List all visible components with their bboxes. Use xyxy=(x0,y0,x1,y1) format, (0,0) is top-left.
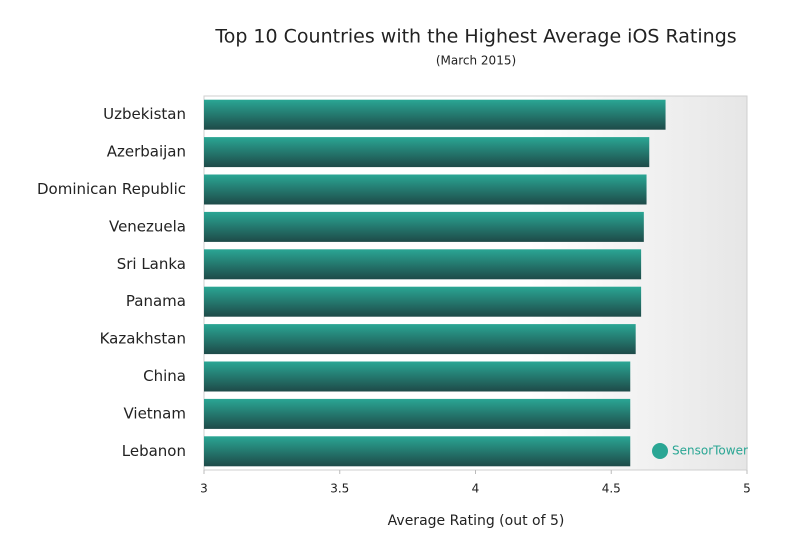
y-tick-label: Dominican Republic xyxy=(37,180,186,198)
x-tick-label: 4 xyxy=(472,482,480,496)
bar xyxy=(204,174,647,205)
y-tick-label: Panama xyxy=(126,292,186,310)
chart-title: Top 10 Countries with the Highest Averag… xyxy=(214,26,736,48)
bar xyxy=(204,211,644,242)
bar xyxy=(204,137,650,168)
x-tick-label: 5 xyxy=(743,482,751,496)
bar xyxy=(204,286,642,317)
logo-icon xyxy=(652,443,668,459)
bar xyxy=(204,324,636,355)
y-tick-label: Vietnam xyxy=(123,404,186,422)
y-tick-label: China xyxy=(143,367,186,385)
x-axis-label: Average Rating (out of 5) xyxy=(388,513,565,529)
x-tick-label: 3.5 xyxy=(330,482,349,496)
y-tick-label: Uzbekistan xyxy=(103,105,186,123)
y-tick-label: Kazakhstan xyxy=(100,330,186,348)
y-tick-label: Sri Lanka xyxy=(117,255,186,273)
y-tick-label: Venezuela xyxy=(109,217,186,235)
x-tick-label: 4.5 xyxy=(602,482,621,496)
bar xyxy=(204,361,631,392)
y-tick-label: Lebanon xyxy=(122,442,186,460)
watermark: SensorTower xyxy=(672,444,748,458)
chart-subtitle: (March 2015) xyxy=(436,54,516,68)
bar xyxy=(204,99,666,130)
bar xyxy=(204,398,631,429)
bar xyxy=(204,249,642,280)
x-tick-label: 3 xyxy=(200,482,208,496)
bar xyxy=(204,436,631,467)
y-tick-label: Azerbaijan xyxy=(107,143,186,161)
